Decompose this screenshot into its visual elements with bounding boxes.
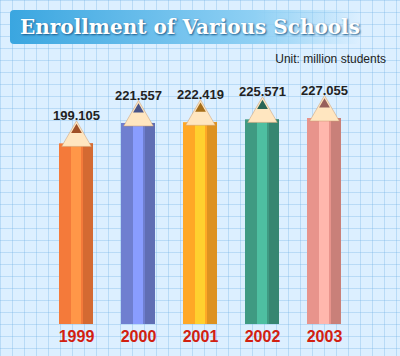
svg-text:227.055: 227.055 <box>301 83 348 98</box>
svg-text:2001: 2001 <box>183 328 219 345</box>
html-text:Unit: million students: Unit: million students <box>275 52 386 66</box>
html-text:Enrollment of Various Schools: Enrollment of Various Schools <box>20 15 360 39</box>
svg-text:225.571: 225.571 <box>239 84 286 99</box>
svg-text:199.105: 199.105 <box>53 108 100 123</box>
svg-text:2003: 2003 <box>307 328 343 345</box>
svg-text:1999: 1999 <box>59 328 95 345</box>
svg-text:222.419: 222.419 <box>177 87 224 102</box>
svg-text:2002: 2002 <box>245 328 281 345</box>
svg-text:221.557: 221.557 <box>115 88 162 103</box>
svg-text:2000: 2000 <box>121 328 157 345</box>
